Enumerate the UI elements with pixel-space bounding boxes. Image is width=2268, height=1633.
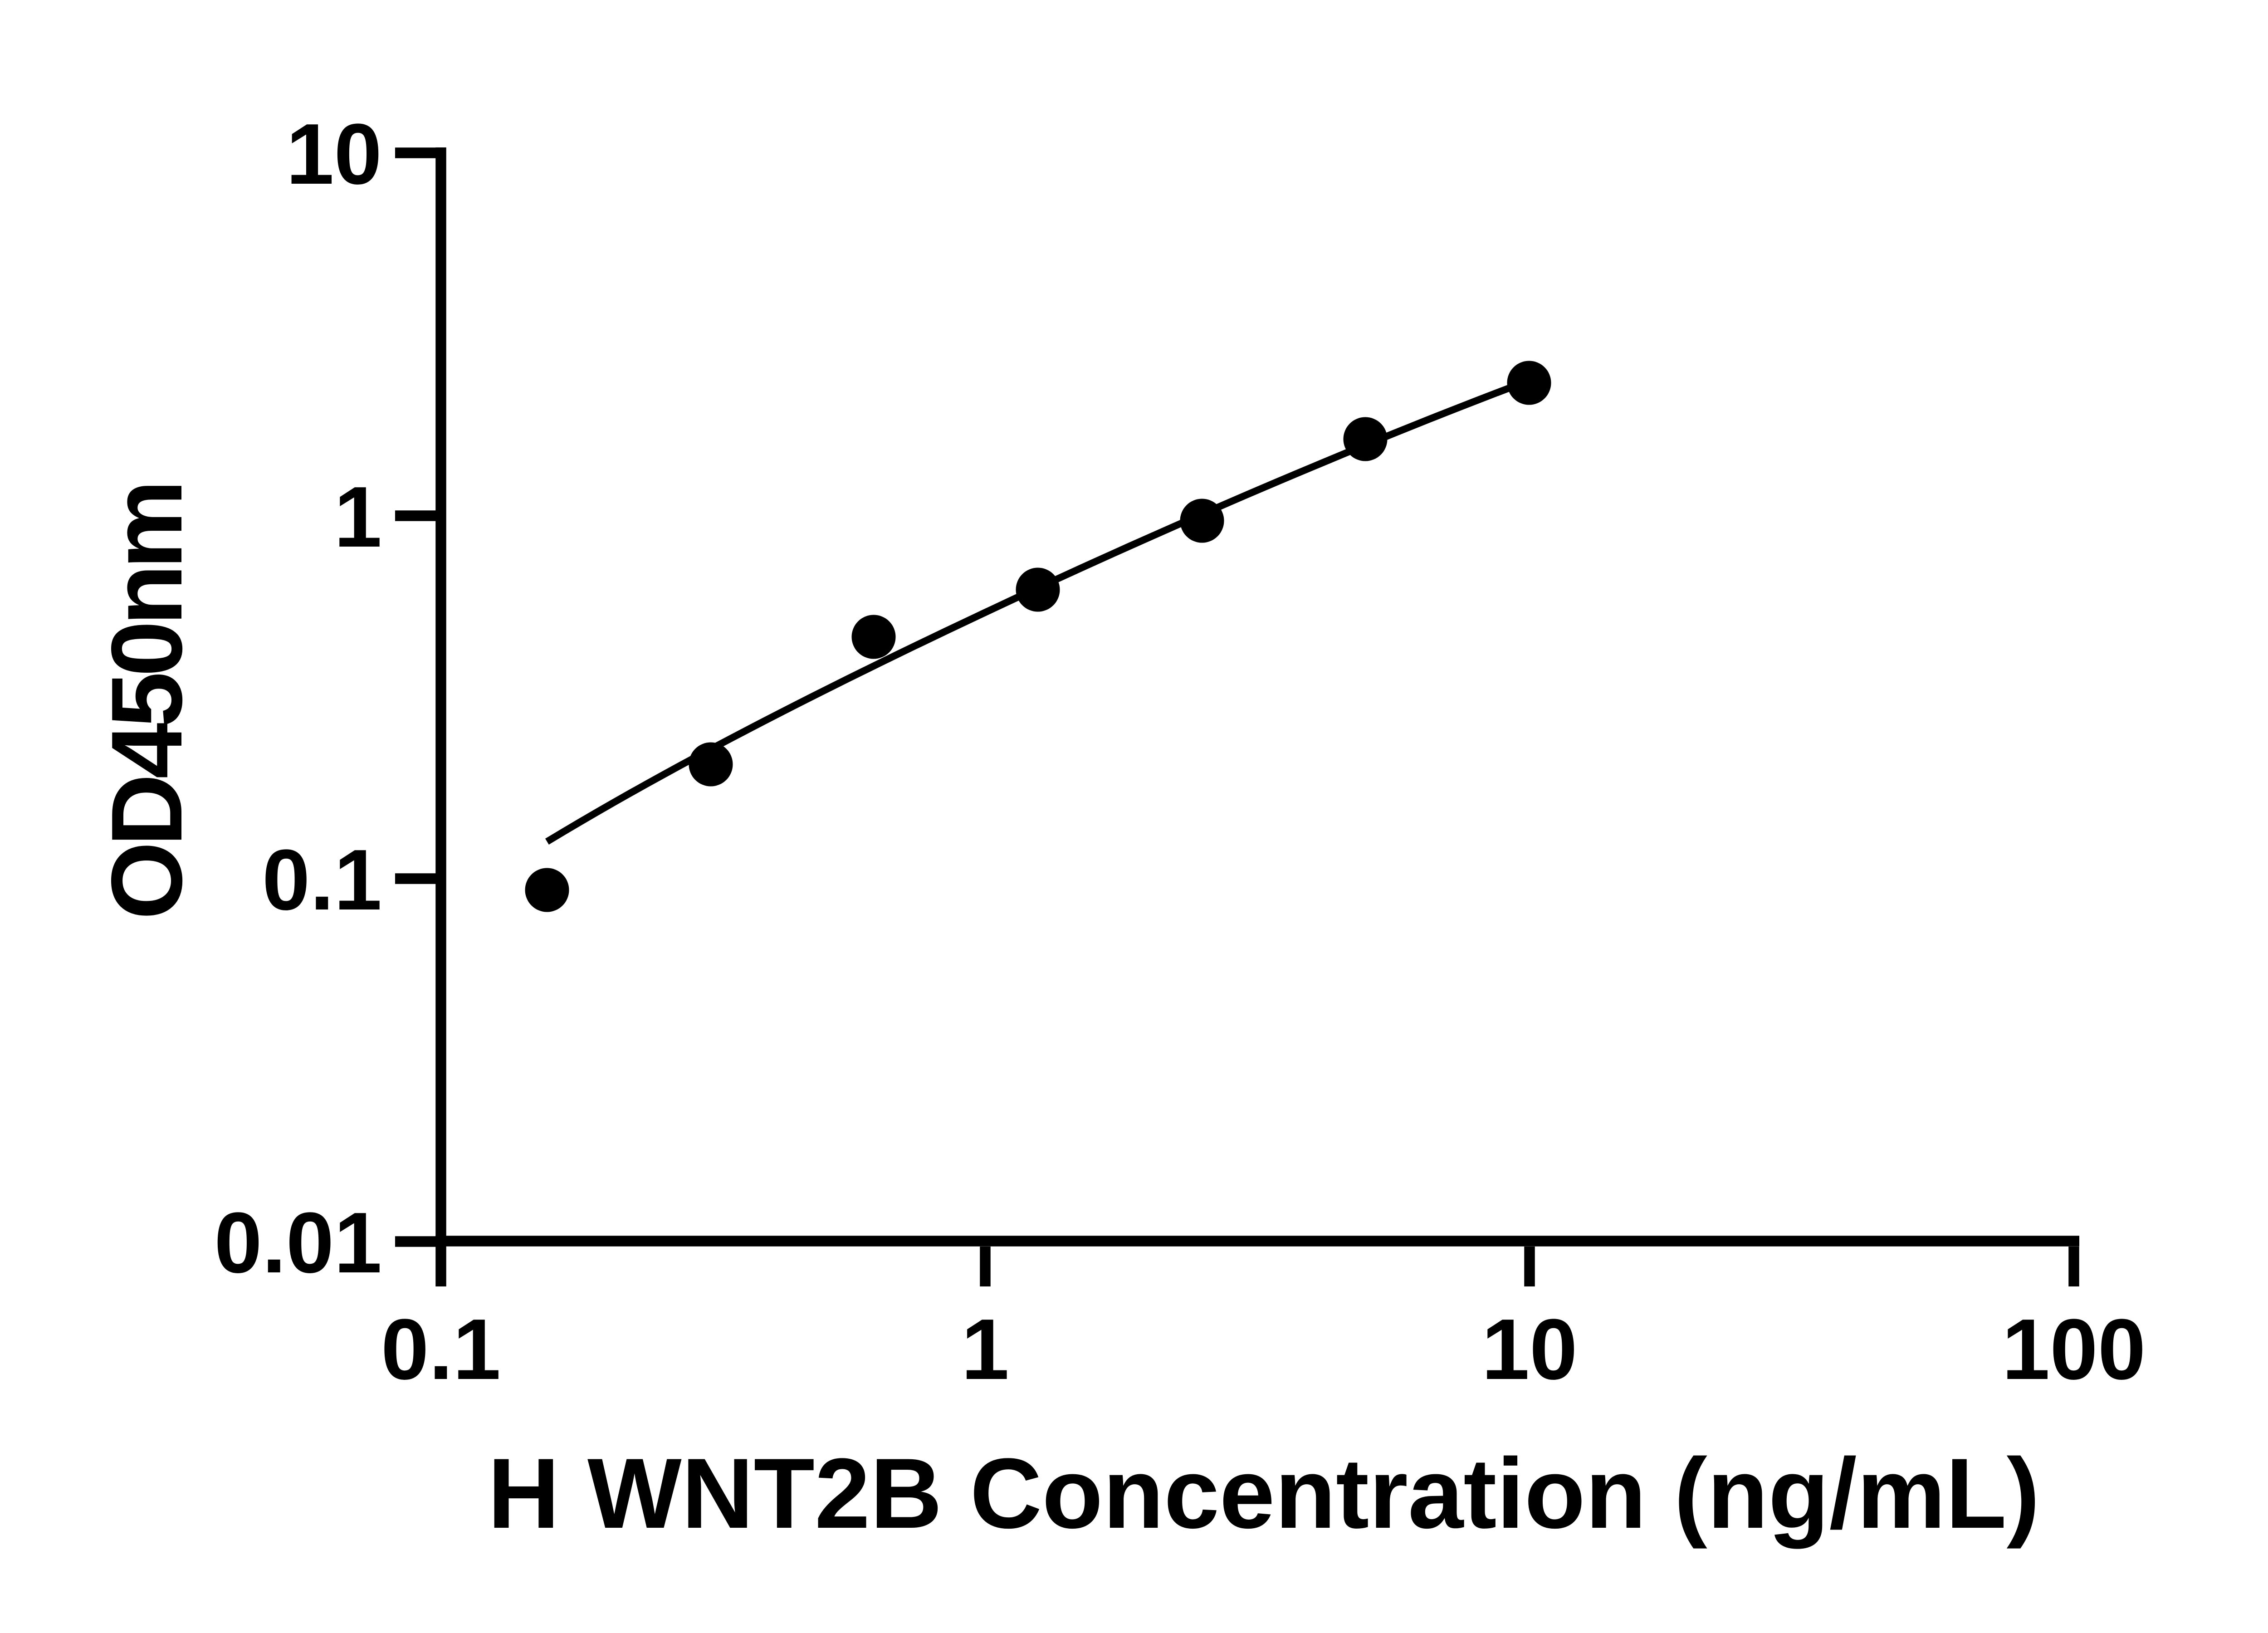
- svg-text:100: 100: [2002, 1301, 2146, 1398]
- svg-text:OD450nm: OD450nm: [91, 484, 203, 919]
- svg-text:0.1: 0.1: [262, 832, 382, 928]
- svg-text:10: 10: [1481, 1301, 1577, 1398]
- svg-text:0.1: 0.1: [381, 1301, 501, 1398]
- svg-text:1: 1: [334, 469, 382, 565]
- svg-text:H WNT2B Concentration (ng/mL): H WNT2B Concentration (ng/mL): [488, 1437, 2040, 1549]
- svg-text:1: 1: [961, 1301, 1009, 1398]
- svg-text:0.01: 0.01: [214, 1195, 382, 1291]
- svg-text:10: 10: [286, 106, 382, 202]
